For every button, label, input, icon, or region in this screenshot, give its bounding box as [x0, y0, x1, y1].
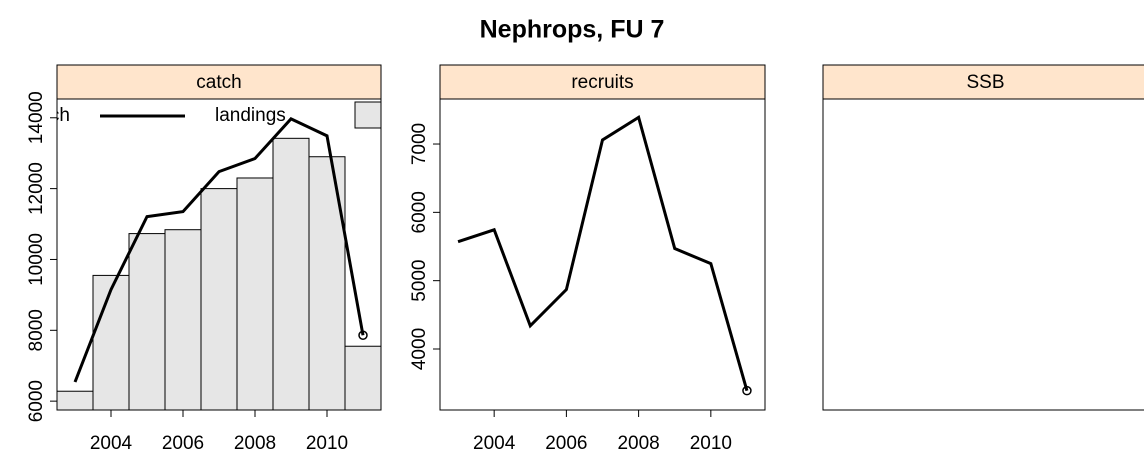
bar: [308, 156, 346, 410]
legend-label: landings: [215, 105, 286, 126]
panel-title: SSB: [966, 72, 1004, 93]
bar: [164, 229, 202, 410]
y-tick-label: 6000: [409, 191, 430, 233]
panel: catch catch landings 6000 8000 10000 12000 1400…: [25, 64, 382, 454]
strip: [439, 64, 766, 100]
x-tick-label: 2006: [162, 433, 204, 454]
y-tick-label: 4000: [409, 328, 430, 370]
bar: [272, 137, 310, 410]
x-tick-label: 2008: [617, 433, 659, 454]
y-tick-label: 5000: [409, 260, 430, 302]
legend-swatch: [354, 101, 381, 129]
bar: [57, 390, 94, 410]
x-tick-label: 2010: [690, 433, 732, 454]
panel: recruits 4000 5000 6000 7000 2004 2006 2008 2010: [409, 64, 766, 454]
y-tick-label: 7000: [409, 123, 430, 165]
strip: [56, 64, 382, 100]
x-tick-label: 2008: [234, 433, 276, 454]
y-tick-label: 14000: [26, 91, 47, 144]
panel-title: catch: [196, 72, 241, 93]
y-tick-label: 6000: [26, 380, 47, 422]
line: [73, 117, 365, 383]
x-tick-label: 2004: [473, 433, 516, 454]
line: [457, 115, 749, 392]
plot-area: catch landings: [25, 101, 381, 410]
y-tick-label: 12000: [26, 162, 47, 215]
end-point: [742, 385, 752, 396]
end-point: [358, 330, 368, 341]
chart-title: Nephrops, FU 7: [480, 16, 665, 44]
y-tick-label: 10000: [26, 233, 47, 286]
plot-frame: [56, 98, 382, 411]
x-tick-label: 2006: [545, 433, 587, 454]
bar: [92, 274, 130, 410]
bar: [128, 233, 166, 410]
legend-label: catch: [25, 105, 70, 126]
plot-frame: [822, 98, 1144, 411]
y-tick-label: 8000: [26, 309, 47, 351]
panel: SSB: [822, 64, 1144, 411]
plot-area: [457, 115, 752, 396]
strip: [822, 64, 1144, 100]
bar: [344, 345, 381, 410]
x-tick-label: 2004: [90, 433, 133, 454]
panel-title: recruits: [571, 72, 633, 93]
plot-frame: [439, 98, 766, 411]
x-tick-label: 2010: [306, 433, 348, 454]
bar: [200, 188, 238, 410]
bar: [236, 177, 274, 410]
